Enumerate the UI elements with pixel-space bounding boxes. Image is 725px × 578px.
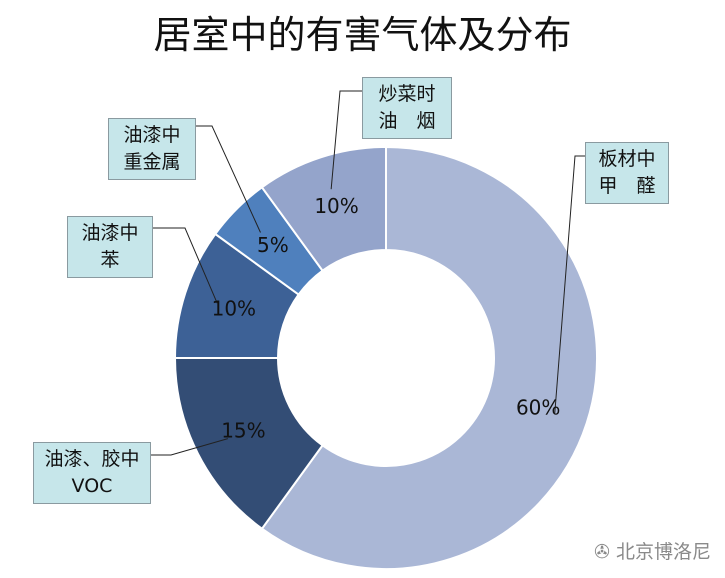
pct-label-voc: 15% [221,419,265,443]
leader-line-voc [151,438,228,456]
pct-label-formaldehyde: 60% [516,395,560,419]
pct-label-cooking-fumes: 10% [314,194,358,218]
legend-callout-benzene: 油漆中 苯 [67,216,153,278]
watermark: ✇ 北京博洛尼 [594,537,711,564]
leader-line-benzene [153,227,218,304]
pct-label-benzene: 10% [212,297,256,321]
legend-callout-heavy-metal: 油漆中 重金属 [108,118,196,180]
leader-line-heavy-metal [196,125,261,233]
watermark-text: 北京博洛尼 [615,541,711,563]
legend-callout-cooking-fumes: 炒菜时 油 烟 [362,77,452,139]
slice-voc [173,357,324,531]
leader-line-cooking-fumes [330,90,362,190]
pct-label-heavy-metal: 5% [257,233,289,257]
slice-cooking-fumes [260,145,387,273]
slice-formaldehyde [260,145,598,570]
wechat-icon: ✇ [594,541,610,563]
chart-title: 居室中的有害气体及分布 [153,13,572,57]
legend-callout-voc: 油漆、胶中 VOC [33,442,151,504]
leader-line-formaldehyde [554,155,585,413]
legend-callout-formaldehyde: 板材中 甲 醛 [585,142,669,204]
